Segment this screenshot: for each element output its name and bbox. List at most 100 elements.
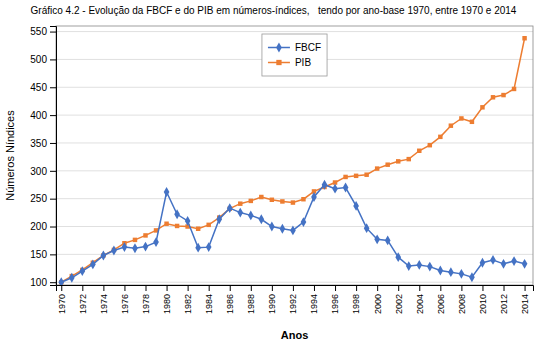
x-tick: 2012 [499, 285, 509, 314]
title: Gráfico 4.2 - Evolução da FBCF e do PIB … [31, 5, 517, 16]
x-tick-mark [440, 285, 441, 291]
x-tick-label: 1992 [288, 294, 298, 314]
y-tick-label: 450 [30, 82, 47, 93]
y-tick-label: 500 [30, 54, 47, 65]
y-tick: 150 [30, 249, 56, 260]
series-marker [396, 159, 400, 163]
x-tick-mark [251, 285, 252, 291]
series-marker [512, 87, 516, 91]
x-tick-label: 1974 [99, 294, 109, 314]
series-marker [249, 199, 253, 203]
x-tick-mark [124, 285, 125, 291]
series-marker [164, 187, 170, 197]
series-marker [437, 266, 443, 276]
series-marker [416, 260, 422, 270]
y-tick-mark [50, 59, 56, 60]
x-tick: 1980 [162, 285, 172, 314]
series-marker [354, 174, 358, 178]
series-marker [258, 214, 264, 224]
series-marker [69, 273, 75, 283]
x-tick-mark [167, 285, 168, 291]
plot-frame [56, 26, 533, 285]
y-tick: 550 [30, 26, 56, 37]
x-tick-label: 2014 [520, 294, 530, 314]
x-tick-mark [525, 285, 526, 291]
series [58, 180, 527, 285]
series-marker [164, 221, 168, 225]
x-tick-mark [419, 285, 420, 291]
x-tick-mark [335, 285, 336, 291]
series-marker [364, 172, 368, 176]
grid-line [56, 226, 533, 227]
x-tick-label: 1984 [204, 294, 214, 314]
series-marker [428, 143, 432, 147]
x-tick: 1978 [141, 285, 151, 314]
x-tick: 1986 [225, 285, 235, 314]
series-marker [133, 238, 137, 242]
y-tick-mark [50, 87, 56, 88]
series-marker [79, 266, 85, 276]
x-tick-label: 1982 [183, 294, 193, 314]
x-tick-label: 2012 [499, 294, 509, 314]
x-tick-mark [188, 285, 189, 291]
series-marker [385, 162, 389, 166]
y-tick-mark [50, 227, 56, 228]
series-marker [491, 95, 495, 99]
y-tick-label: 150 [30, 249, 47, 260]
x-tick: 2010 [478, 285, 488, 314]
x-tick-label: 1990 [267, 294, 277, 314]
series-marker [248, 210, 254, 220]
x-axis: 1970197219741976197819801982198419861988… [57, 285, 534, 314]
x-tick-mark [377, 285, 378, 291]
y-tick: 300 [30, 166, 56, 177]
series-marker [480, 105, 484, 109]
series-marker [143, 233, 147, 237]
series-marker [395, 252, 401, 262]
y-tick-mark [50, 115, 56, 116]
series-marker [407, 157, 411, 161]
x-tick-mark [293, 285, 294, 291]
x-tick-mark [482, 285, 483, 291]
x-tick-label: 2004 [415, 294, 425, 314]
series-marker [153, 237, 159, 247]
x-tick: 1990 [267, 285, 277, 314]
y-tick-mark [50, 282, 56, 283]
series-marker [438, 135, 442, 139]
series-marker [216, 214, 222, 224]
series-marker [511, 256, 517, 266]
grid-line [56, 198, 533, 199]
x-tick-mark [461, 285, 462, 291]
x-tick: 1998 [351, 285, 361, 314]
x-tick: 1994 [309, 285, 319, 314]
y-axis-title: Números Níndices [4, 110, 16, 201]
y-axis: 100150200250300350400450500550 [30, 26, 56, 288]
x-tick-mark [146, 285, 147, 291]
series-marker [122, 242, 128, 252]
x-tick-label: 1986 [225, 294, 235, 314]
series-marker [501, 93, 505, 97]
series-marker [470, 120, 474, 124]
x-tick: 2000 [373, 285, 383, 314]
grid-line [56, 142, 533, 143]
series-marker [353, 201, 359, 211]
series-marker [291, 200, 295, 204]
series-marker [469, 272, 475, 282]
legend-label: PIB [295, 57, 311, 68]
series-marker [332, 184, 338, 194]
x-tick-label: 1994 [309, 294, 319, 314]
series-marker [101, 251, 107, 261]
series-marker [269, 222, 275, 232]
legend-item: FBCF [268, 42, 321, 53]
chart: Gráfico 4.2 - Evolução da FBCF e do PIB … [0, 0, 547, 345]
series-marker [143, 242, 149, 252]
series-marker [185, 216, 191, 226]
series-marker [448, 267, 454, 277]
x-tick-label: 1970 [57, 294, 67, 314]
legend-marker [276, 43, 282, 53]
y-tick: 350 [30, 138, 56, 149]
series-marker [195, 243, 201, 253]
series-marker [385, 236, 391, 246]
x-tick: 1988 [246, 285, 256, 314]
series-marker [280, 199, 284, 203]
x-tick: 1974 [99, 285, 109, 314]
